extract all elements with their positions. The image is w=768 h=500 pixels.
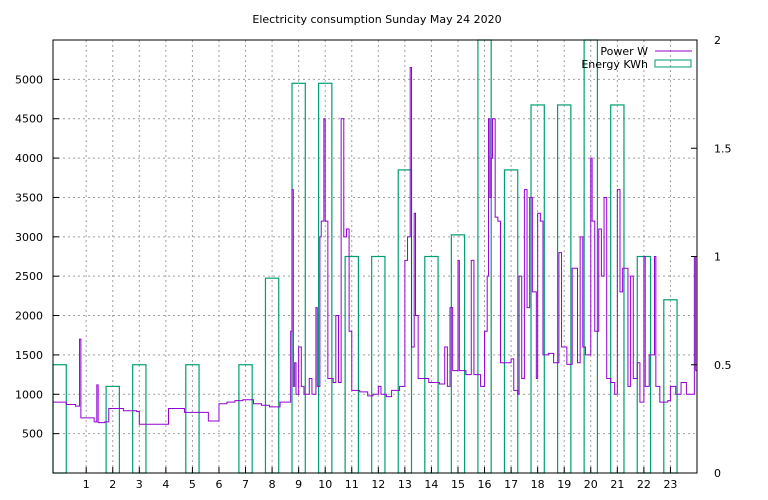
x-tick-label: 1 [83,478,90,491]
energy-kwh-series [52,39,678,474]
x-tick-label: 20 [584,478,598,491]
x-tick-label: 22 [637,478,651,491]
x-tick-label: 16 [478,478,492,491]
y-right-tick-label: 1 [714,251,721,264]
power-w-series [53,67,698,425]
x-tick-label: 12 [371,478,385,491]
y-left-tick-label: 5000 [15,73,43,86]
y-left-tick-label: 1500 [15,349,43,362]
x-tick-label: 15 [451,478,465,491]
y-right-tick-label: 0 [714,467,721,480]
power-line [53,67,698,425]
legend-energy-swatch [654,59,692,68]
x-tick-label: 4 [162,478,169,491]
chart-title: Electricity consumption Sunday May 24 20… [252,13,501,26]
x-tick-label: 7 [242,478,249,491]
x-tick-label: 8 [269,478,276,491]
x-tick-label: 19 [557,478,571,491]
y-left-tick-label: 2000 [15,310,43,323]
x-tick-label: 23 [663,478,677,491]
x-tick-label: 6 [215,478,222,491]
y-left-tick-label: 2500 [15,270,43,283]
y-right-tick-label: 0.5 [714,359,732,372]
x-tick-label: 3 [136,478,143,491]
y-left-tick-label: 500 [22,428,43,441]
x-tick-label: 5 [189,478,196,491]
x-tick-label: 21 [610,478,624,491]
legend-power-label: Power W [600,45,648,58]
y-left-tick-label: 4000 [15,152,43,165]
y-left-tick-label: 1000 [15,388,43,401]
legend-energy-label: Energy KWh [581,58,648,71]
x-tick-label: 9 [295,478,302,491]
x-tick-label: 14 [424,478,438,491]
legend: Power W Energy KWh [581,45,692,71]
y-right-tick-label: 2 [714,34,721,47]
y-left-tick-label: 3000 [15,231,43,244]
y-right-tick-label: 1.5 [714,142,732,155]
x-tick-label: 17 [504,478,518,491]
y-left-tick-label: 4500 [15,113,43,126]
y-left-tick-label: 3500 [15,191,43,204]
x-tick-label: 18 [531,478,545,491]
x-tick-label: 2 [109,478,116,491]
x-tick-label: 13 [398,478,412,491]
x-tick-label: 10 [318,478,332,491]
axes: 1 2 3 4 5 6 7 8 9 10 11 12 13 14 15 16 17 18 19 20 21 22 23500… [15,34,732,491]
x-tick-label: 11 [345,478,359,491]
energy-bar [52,364,67,474]
